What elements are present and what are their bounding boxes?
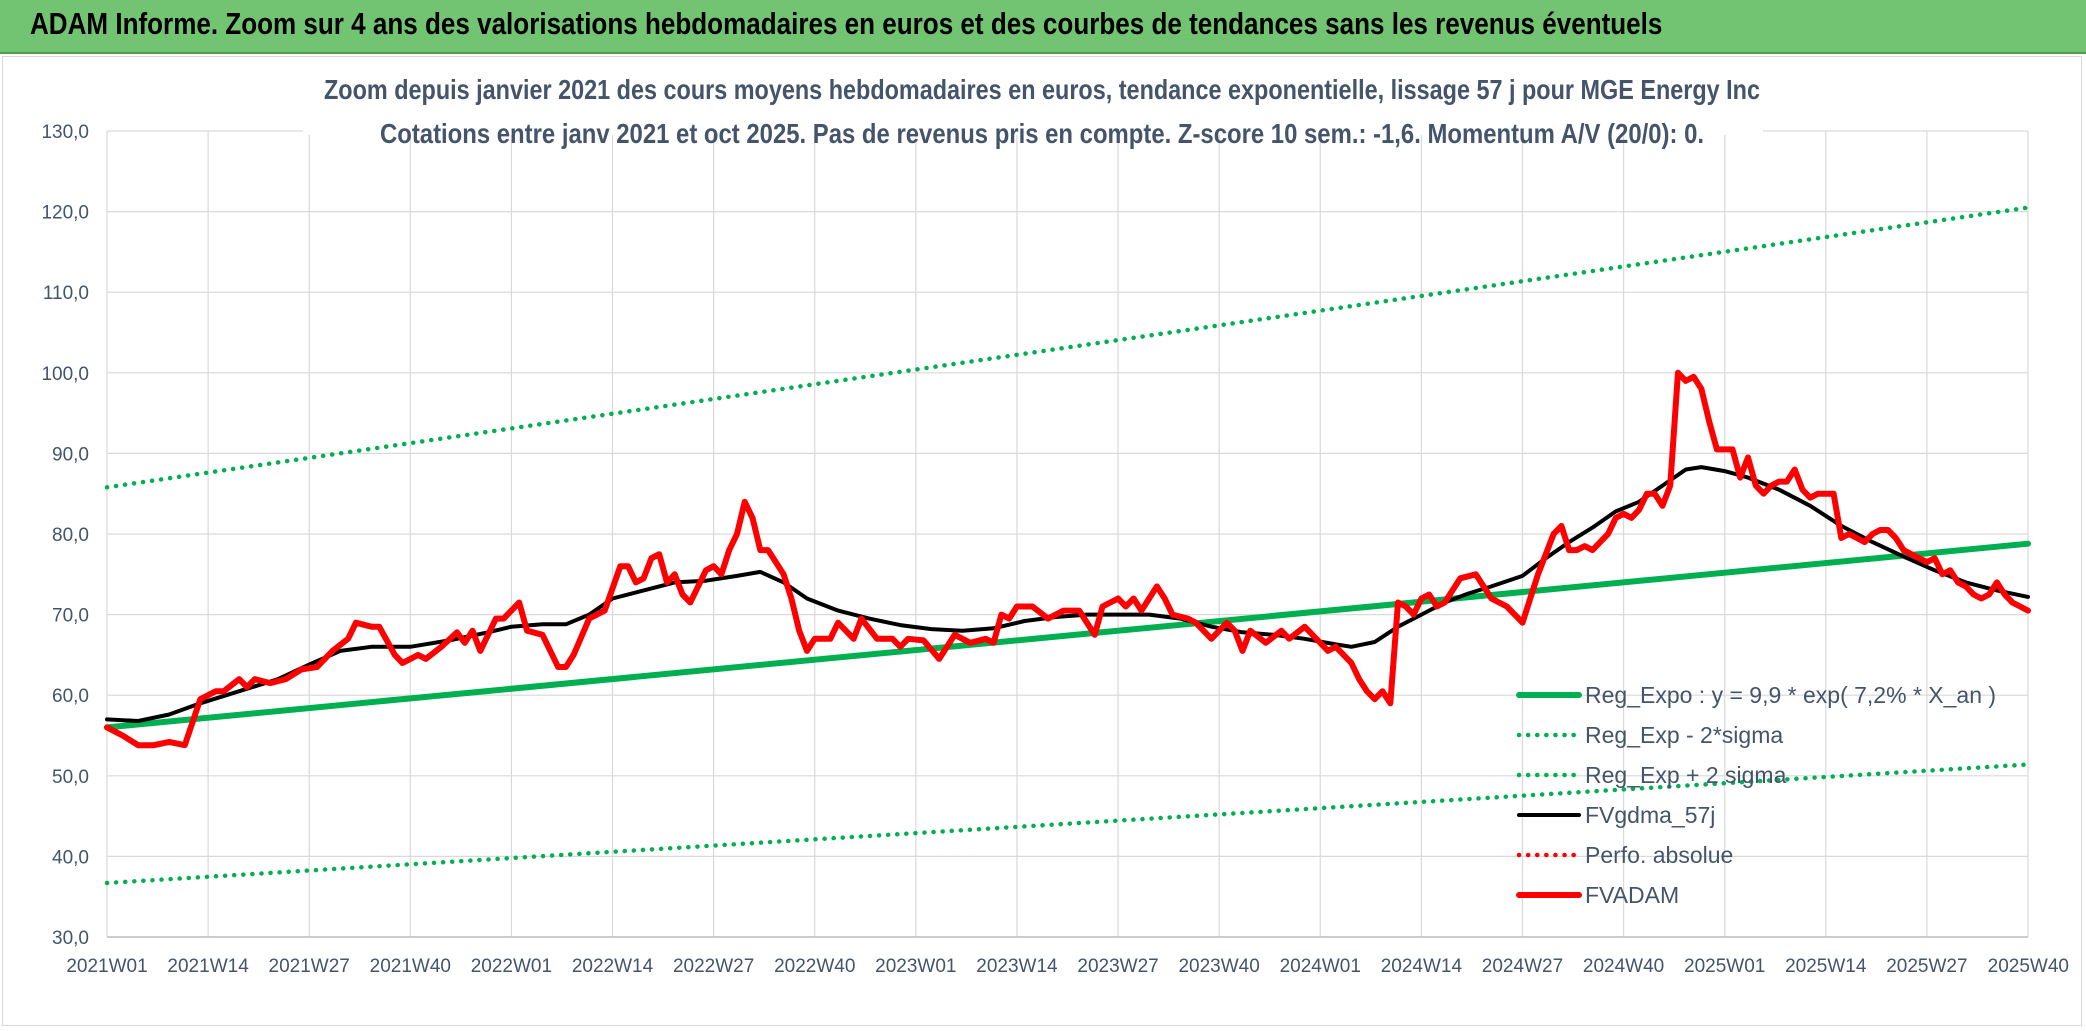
y-tick-label: 100,0	[41, 364, 89, 385]
chart-title-background	[303, 61, 1763, 135]
chart-frame: 30,0 40,0 50,0 60,0 70,0 80,0 90,0 100,0 110,0 12…	[2, 56, 2082, 1026]
y-tick-label: 30,0	[52, 928, 89, 949]
y-tick-label: 50,0	[52, 767, 89, 788]
x-tick-label: 2024W01	[1280, 956, 1361, 977]
legend-label: FVADAM	[1585, 882, 1679, 908]
x-tick-label: 2021W27	[269, 956, 350, 977]
y-tick-label: 80,0	[52, 525, 89, 546]
x-tick-label: 2025W14	[1785, 956, 1867, 977]
y-tick-label: 60,0	[52, 686, 89, 707]
x-tick-label: 2022W14	[572, 956, 654, 977]
chart-svg: 30,0 40,0 50,0 60,0 70,0 80,0 90,0 100,0 110,0 12…	[41, 61, 2069, 977]
header-banner: ADAM Informe. Zoom sur 4 ans des valoris…	[0, 0, 2086, 54]
series-line-fvadam	[104, 369, 2031, 749]
x-tick-label: 2022W01	[471, 956, 552, 977]
series-line-reg-exp-2-sigma	[104, 205, 2031, 490]
x-tick-label: 2024W40	[1583, 956, 1664, 977]
y-tick-label: 40,0	[52, 847, 89, 868]
series-line-reg-expo-y-9-9-exp-7-2-x-an	[104, 540, 2031, 731]
chart-title: Zoom depuis janvier 2021 des cours moyen…	[324, 74, 1760, 105]
y-tick-label: 110,0	[43, 283, 89, 304]
x-tick-label: 2022W27	[673, 956, 754, 977]
legend-label: Reg_Exp - 2*sigma	[1585, 722, 1783, 748]
x-tick-label: 2021W01	[66, 956, 147, 977]
legend-label: Reg_Exp + 2 sigma	[1585, 762, 1787, 788]
y-tick-label: 120,0	[41, 203, 89, 224]
x-tick-label: 2023W27	[1077, 956, 1158, 977]
y-tick-label: 130,0	[41, 122, 89, 143]
x-tick-label: 2025W27	[1886, 956, 1967, 977]
page-title: ADAM Informe. Zoom sur 4 ans des valoris…	[30, 6, 1663, 41]
y-tick-label: 90,0	[52, 444, 89, 465]
x-tick-label: 2022W40	[774, 956, 855, 977]
y-tick-label: 70,0	[52, 606, 89, 627]
x-tick-label: 2024W14	[1381, 956, 1463, 977]
series-line-reg-exp-2-sigma	[104, 762, 2031, 886]
chart-subtitle: Cotations entre janv 2021 et oct 2025. P…	[380, 118, 1704, 149]
x-tick-label: 2023W40	[1178, 956, 1259, 977]
x-tick-label: 2025W01	[1684, 956, 1765, 977]
x-tick-label: 2021W40	[370, 956, 451, 977]
legend-label: Reg_Expo : y = 9,9 * exp( 7,2% * X_an )	[1585, 682, 1996, 708]
legend-label: FVgdma_57j	[1585, 802, 1715, 828]
legend-label: Perfo. absolue	[1585, 842, 1733, 868]
x-tick-label: 2021W14	[167, 956, 249, 977]
x-tick-label: 2025W40	[1988, 956, 2069, 977]
x-tick-label: 2023W01	[875, 956, 956, 977]
x-tick-label: 2023W14	[976, 956, 1058, 977]
x-tick-label: 2024W27	[1482, 956, 1563, 977]
